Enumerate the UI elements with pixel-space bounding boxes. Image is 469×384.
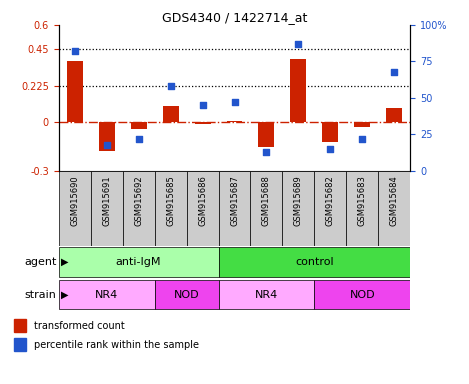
Text: GSM915686: GSM915686 [198,175,207,226]
Point [135,136,142,142]
Text: anti-IgM: anti-IgM [116,257,161,267]
Point [391,69,398,75]
Bar [282,171,314,246]
Bar [163,106,179,122]
Bar [155,280,219,310]
Point [71,48,78,54]
Point [199,102,206,108]
Bar [355,122,371,127]
Bar [59,280,155,310]
Point [295,41,302,47]
Bar [219,247,410,277]
Text: NOD: NOD [349,290,375,300]
Text: GSM915690: GSM915690 [70,175,79,226]
Bar [378,171,410,246]
Bar [122,171,155,246]
Bar [155,171,187,246]
Text: GSM915691: GSM915691 [102,175,111,226]
Bar [14,338,26,351]
Title: GDS4340 / 1422714_at: GDS4340 / 1422714_at [162,11,307,24]
Point [263,149,270,155]
Bar [323,122,339,142]
Text: ▶: ▶ [61,290,68,300]
Text: transformed count: transformed count [34,321,125,331]
Text: GSM915685: GSM915685 [166,175,175,226]
Bar [98,122,114,151]
Text: NOD: NOD [174,290,199,300]
Bar [14,319,26,332]
Bar [67,61,83,122]
Bar [130,122,146,129]
Point [103,142,110,148]
Bar [314,280,410,310]
Text: strain: strain [24,290,56,300]
Text: GSM915684: GSM915684 [390,175,399,226]
Text: percentile rank within the sample: percentile rank within the sample [34,340,199,350]
Point [231,99,238,105]
Bar [59,171,91,246]
Text: GSM915683: GSM915683 [358,175,367,226]
Point [359,136,366,142]
Text: GSM915682: GSM915682 [326,175,335,226]
Text: GSM915687: GSM915687 [230,175,239,226]
Text: GSM915689: GSM915689 [294,175,303,226]
Text: agent: agent [24,257,56,267]
Bar [219,171,250,246]
Text: NR4: NR4 [255,290,278,300]
Bar [290,59,306,122]
Bar [314,171,347,246]
Bar [195,122,211,124]
Text: GSM915688: GSM915688 [262,175,271,226]
Bar [258,122,274,147]
Bar [219,280,314,310]
Bar [91,171,122,246]
Bar [347,171,378,246]
Bar [386,108,402,122]
Text: NR4: NR4 [95,290,118,300]
Point [327,146,334,152]
Bar [250,171,282,246]
Point [167,83,174,89]
Text: GSM915692: GSM915692 [134,175,143,226]
Bar [187,171,219,246]
Text: control: control [295,257,334,267]
Bar [59,247,219,277]
Text: ▶: ▶ [61,257,68,267]
Bar [227,121,242,122]
